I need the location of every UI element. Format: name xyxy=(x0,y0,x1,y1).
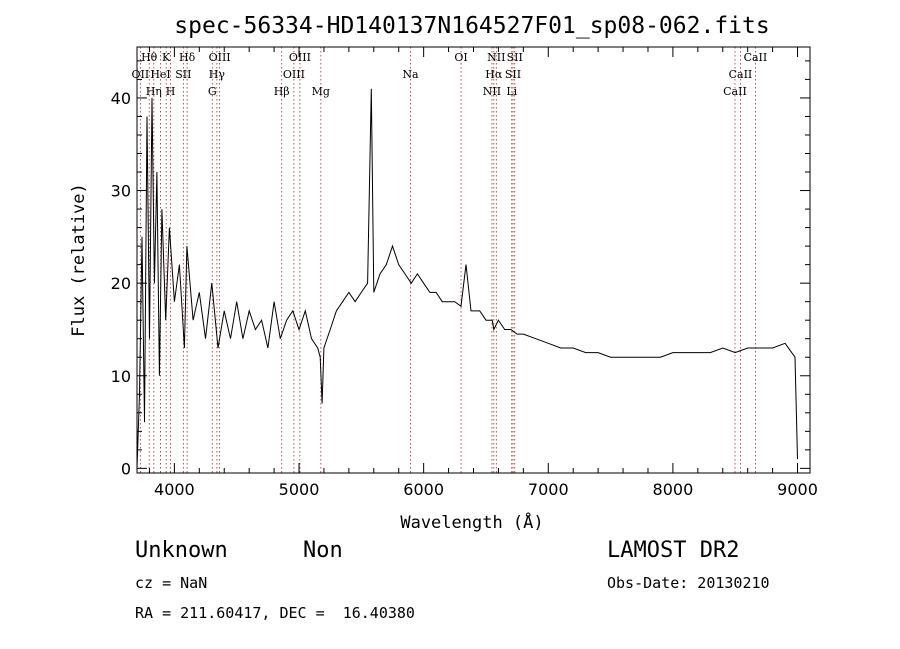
spectral-line-labels: OII Hθ Hη HeI K H SII Hδ G Hγ OIII Hβ OIII OIII Mg Na OI… xyxy=(132,51,768,98)
line-label: OIII xyxy=(289,51,311,64)
y-tick-label: 10 xyxy=(111,367,131,386)
line-label: K xyxy=(162,51,171,64)
line-label: CaII xyxy=(729,68,753,81)
line-label: Hα xyxy=(485,68,503,81)
line-label: Hθ xyxy=(141,51,158,64)
x-tick-label: 5000 xyxy=(279,480,320,499)
line-label: Hδ xyxy=(179,51,196,64)
coordinates: RA = 211.60417, DEC = 16.40380 xyxy=(135,604,415,622)
line-label: Hη xyxy=(146,85,162,98)
spectral-line-markers xyxy=(139,47,756,473)
line-label: Mg xyxy=(312,85,330,98)
x-tick-label: 9000 xyxy=(777,480,818,499)
line-label: SII xyxy=(505,68,521,81)
line-label: NII xyxy=(483,85,501,98)
x-tick-label: 4000 xyxy=(154,480,195,499)
line-label: H xyxy=(166,85,176,98)
x-tick-label: 7000 xyxy=(528,480,569,499)
spectrum-line xyxy=(136,88,798,469)
line-label: CaII xyxy=(744,51,768,64)
line-label: Hβ xyxy=(274,85,290,98)
chart-title: spec-56334-HD140137N164527F01_sp08-062.f… xyxy=(174,13,769,39)
x-tick-label: 6000 xyxy=(403,480,444,499)
x-tick-label: 8000 xyxy=(653,480,694,499)
x-axis: 4000 5000 6000 7000 8000 9000 xyxy=(148,47,818,499)
line-label: OII xyxy=(132,68,150,81)
plot-frame xyxy=(136,46,811,474)
line-label: OI xyxy=(454,51,467,64)
line-label: Hγ xyxy=(209,68,226,81)
y-tick-label: 40 xyxy=(111,89,131,108)
y-tick-label: 30 xyxy=(111,182,131,201)
y-tick-label: 0 xyxy=(121,459,131,478)
line-label: OIII xyxy=(283,68,305,81)
line-label: OIII xyxy=(209,51,231,64)
line-label: SII xyxy=(175,68,191,81)
obs-date: Obs-Date: 20130210 xyxy=(607,574,770,592)
redshift-cz: cz = NaN xyxy=(135,574,208,592)
survey-name: LAMOST DR2 xyxy=(607,538,740,563)
y-axis-label: Flux (relative) xyxy=(69,183,89,337)
line-label: CaII xyxy=(723,85,747,98)
object-subclass: Non xyxy=(303,538,343,563)
x-axis-label: Wavelength (Å) xyxy=(400,511,543,533)
object-class: Unknown xyxy=(135,538,228,563)
line-label: NII xyxy=(487,51,505,64)
y-tick-label: 20 xyxy=(111,274,131,293)
line-label: SII xyxy=(507,51,523,64)
line-label: G xyxy=(208,85,217,98)
y-axis: 0 10 20 30 40 xyxy=(111,60,810,478)
line-label: HeI xyxy=(150,68,170,81)
line-label: Li xyxy=(506,85,517,98)
line-label: Na xyxy=(402,68,419,81)
